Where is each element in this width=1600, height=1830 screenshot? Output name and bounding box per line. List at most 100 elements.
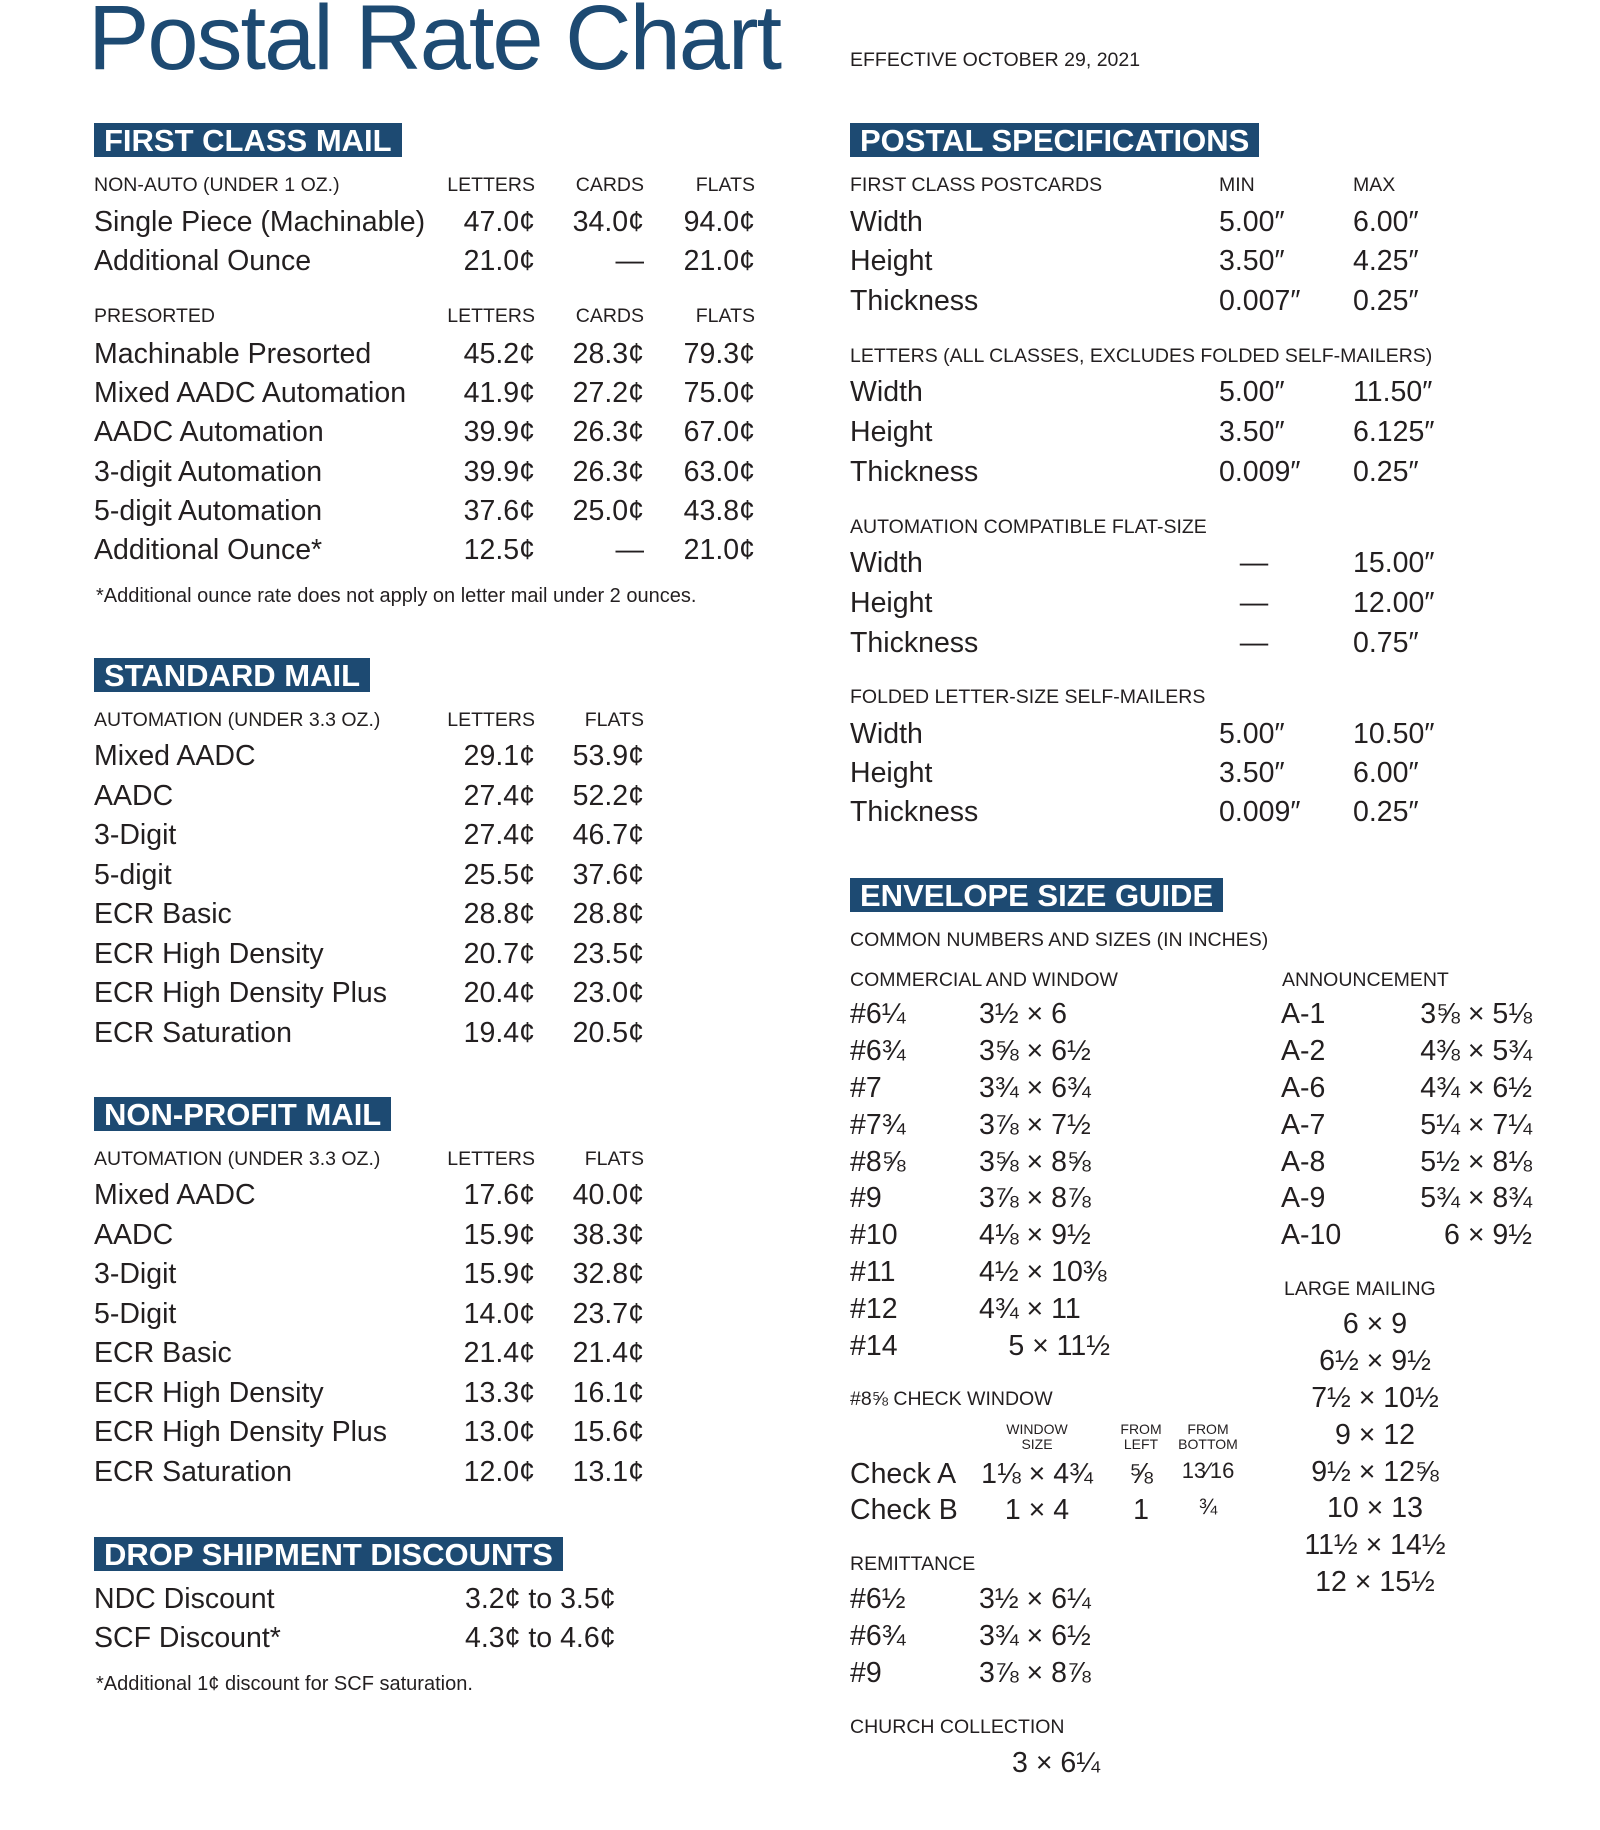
section-heading-non_profit: NON-PROFIT MAIL [94, 1097, 392, 1132]
envelope-number: #7 [850, 1071, 882, 1104]
check-name: Check B [850, 1494, 958, 1527]
envelope-size: 3½ × 6 [979, 998, 1067, 1031]
spec-min: 5.00″ [1219, 206, 1285, 239]
rate-value: 27.4¢ [463, 819, 535, 852]
rate-value: 14.0¢ [463, 1297, 535, 1330]
spec-min: 3.50″ [1219, 757, 1285, 790]
envelope-number: A-1 [1281, 998, 1326, 1031]
rate-value: 19.4¢ [463, 1016, 535, 1049]
rate-value: 29.1¢ [463, 740, 535, 773]
rate-value: 52.2¢ [572, 779, 644, 812]
rate-value: — [615, 245, 645, 278]
rate-name: ECR Saturation [94, 1455, 293, 1488]
rate-name: ECR High Density [94, 1376, 324, 1409]
subsection-label: PRESORTED [94, 305, 215, 328]
rate-value: 16.1¢ [572, 1376, 644, 1409]
envelope-group-label: LARGE MAILING [1284, 1278, 1436, 1301]
rate-value: 23.5¢ [572, 937, 644, 970]
spec-dimension: Thickness [850, 627, 979, 660]
spec-dimension: Width [850, 547, 923, 580]
spec-max: 0.25″ [1353, 456, 1419, 489]
spec-min: — [1239, 627, 1269, 660]
rate-name: 5-digit [94, 858, 172, 891]
spec-dimension: Height [850, 587, 933, 620]
rate-value: 26.3¢ [572, 456, 644, 489]
column-header: LETTERS [447, 305, 535, 328]
discount-value: 4.3¢ to 4.6¢ [465, 1622, 616, 1655]
window-size: 1⅛ × 4¾ [981, 1458, 1093, 1491]
envelope-size: 3⅝ × 8⅝ [979, 1145, 1091, 1178]
envelope-size: 3¾ × 6¾ [979, 1071, 1091, 1104]
spec-max: 10.50″ [1353, 718, 1435, 751]
window-size: 1 × 4 [1004, 1494, 1070, 1527]
envelope-number: #6¾ [850, 1035, 906, 1068]
rate-value: 13.0¢ [463, 1416, 535, 1449]
rate-name: Additional Ounce [94, 245, 312, 278]
rate-value: 21.4¢ [572, 1337, 644, 1370]
column-header: FROM LEFT [1120, 1421, 1162, 1452]
footnote: *Additional ounce rate does not apply on… [96, 585, 697, 607]
rate-name: 3-Digit [94, 1258, 177, 1291]
rate-value: 23.7¢ [572, 1297, 644, 1330]
envelope-size: 12 × 15½ [1315, 1565, 1435, 1598]
spec-max: 4.25″ [1353, 245, 1419, 278]
spec-dimension: Width [850, 718, 923, 751]
rate-name: AADC Automation [94, 416, 324, 449]
envelope-number: #10 [850, 1219, 898, 1252]
spec-max: 11.50″ [1353, 376, 1433, 409]
envelope-number: A-10 [1281, 1219, 1342, 1252]
section-heading-drop-shipment: DROP SHIPMENT DISCOUNTS [94, 1537, 563, 1572]
rate-name: ECR Basic [94, 898, 232, 931]
check-name: Check A [850, 1458, 957, 1491]
spec-max: 6.00″ [1353, 206, 1419, 239]
rate-name: Single Piece (Machinable) [94, 206, 426, 239]
rate-name: ECR High Density [94, 937, 324, 970]
rate-value: 15.9¢ [463, 1218, 535, 1251]
rate-name: AADC [94, 779, 174, 812]
rate-value: 28.3¢ [572, 338, 644, 371]
envelope-size: 6½ × 9½ [1319, 1345, 1431, 1378]
rate-value: — [615, 534, 645, 567]
column-header: FLATS [695, 174, 755, 197]
discount-name: NDC Discount [94, 1583, 275, 1616]
section-heading-standard: STANDARD MAIL [94, 658, 371, 693]
rate-name: ECR High Density Plus [94, 1416, 388, 1449]
spec-max: 15.00″ [1353, 547, 1435, 580]
rate-value: 15.9¢ [463, 1258, 535, 1291]
envelope-size: 9½ × 12⅝ [1311, 1455, 1439, 1488]
rate-value: 45.2¢ [463, 338, 535, 371]
spec-max: 12.00″ [1353, 587, 1435, 620]
envelope-number: #11 [850, 1255, 896, 1288]
rate-name: 5-Digit [94, 1297, 177, 1330]
column-header-max: MAX [1353, 174, 1396, 197]
envelope-size: 10 × 13 [1327, 1492, 1423, 1525]
spec-min: 0.007″ [1219, 285, 1301, 318]
spec-dimension: Height [850, 757, 933, 790]
rate-value: 20.5¢ [572, 1016, 644, 1049]
envelope-number: #7¾ [850, 1108, 906, 1141]
subsection-label: NON-AUTO (UNDER 1 OZ.) [94, 174, 340, 197]
envelope-number: A-2 [1281, 1035, 1326, 1068]
rate-name: ECR Basic [94, 1337, 232, 1370]
rate-name: Mixed AADC Automation [94, 377, 407, 410]
column-header: FROM BOTTOM [1178, 1421, 1238, 1452]
spec-min: 5.00″ [1219, 718, 1285, 751]
rate-value: 26.3¢ [572, 416, 644, 449]
effective-date: EFFECTIVE OCTOBER 29, 2021 [850, 49, 1141, 72]
column-header: FLATS [584, 1148, 644, 1171]
rate-value: 25.5¢ [463, 858, 535, 891]
rate-value: 39.9¢ [463, 416, 535, 449]
rate-value: 13.3¢ [463, 1376, 535, 1409]
envelope-size: 9 × 12 [1334, 1418, 1416, 1451]
envelope-size: 5½ × 8⅛ [1420, 1145, 1532, 1178]
column-header: LETTERS [447, 1148, 535, 1171]
rate-value: 12.5¢ [463, 534, 535, 567]
rate-value: 23.0¢ [572, 977, 644, 1010]
rate-value: 75.0¢ [683, 377, 755, 410]
spec-min: 0.009″ [1219, 796, 1301, 829]
footnote: *Additional 1¢ discount for SCF saturati… [96, 1673, 473, 1695]
envelope-size: 4½ × 10⅜ [979, 1255, 1107, 1288]
rate-value: 27.4¢ [463, 779, 535, 812]
envelope-size: 3⅞ × 8⅞ [979, 1182, 1091, 1215]
column-header: LETTERS [447, 709, 535, 732]
